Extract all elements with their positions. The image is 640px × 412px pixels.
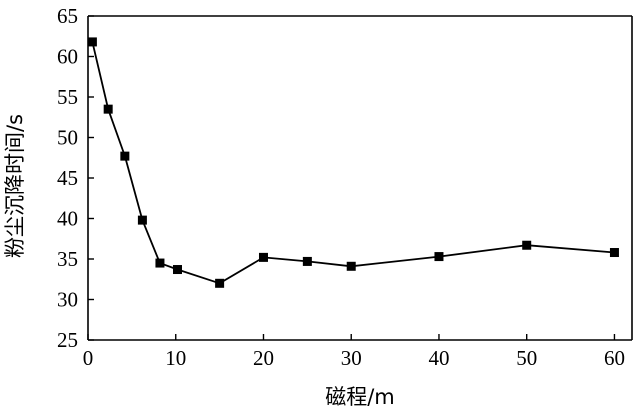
x-tick-label: 30 <box>341 346 362 370</box>
data-point <box>87 37 97 47</box>
data-point <box>609 248 619 258</box>
x-tick-label: 20 <box>253 346 274 370</box>
data-point <box>215 278 225 288</box>
y-tick-label: 45 <box>57 166 78 190</box>
data-point <box>137 215 147 225</box>
y-tick-label: 55 <box>57 85 78 109</box>
plot-area <box>87 37 619 288</box>
y-tick-label: 50 <box>57 126 78 150</box>
axes <box>87 15 633 341</box>
data-point <box>346 261 356 271</box>
y-tick-label: 30 <box>57 288 78 312</box>
x-tick-label: 10 <box>165 346 186 370</box>
x-tick-label: 50 <box>516 346 537 370</box>
data-point <box>120 151 130 161</box>
y-tick-label: 25 <box>57 328 78 352</box>
y-tick-label: 65 <box>57 4 78 28</box>
data-point <box>155 258 165 268</box>
x-tick-label: 0 <box>83 346 94 370</box>
x-tick-label: 40 <box>428 346 449 370</box>
x-axis-label: 磁程/m <box>325 385 395 409</box>
series-line <box>91 41 615 285</box>
data-point <box>434 252 444 262</box>
y-ticks: 25 30 35 40 45 50 55 60 65 <box>57 4 94 352</box>
data-point <box>103 104 113 114</box>
data-point <box>172 265 182 275</box>
data-point <box>302 256 312 266</box>
y-axis-label: 粉尘沉降时间/s <box>3 114 27 258</box>
x-ticks: 0 10 20 30 40 50 60 <box>83 334 625 370</box>
y-tick-label: 60 <box>57 45 78 69</box>
x-tick-label: 60 <box>604 346 625 370</box>
y-tick-label: 40 <box>57 207 78 231</box>
y-tick-label: 35 <box>57 247 78 271</box>
data-point <box>522 240 532 250</box>
data-point <box>258 252 268 262</box>
